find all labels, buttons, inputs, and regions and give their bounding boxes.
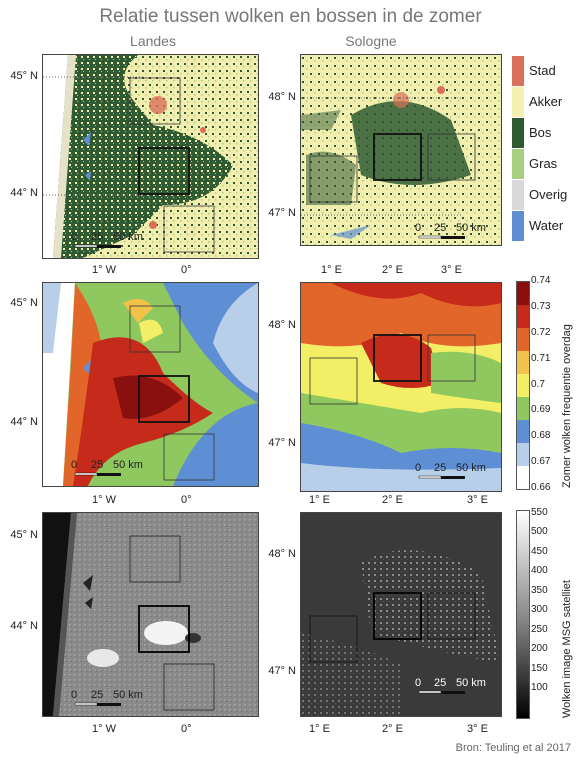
cloud-frequency-tick: 0.7: [531, 378, 545, 390]
satellite-tick: 250: [531, 623, 548, 635]
map-sologne-cloud-frequency: 0 25 50 km: [300, 282, 502, 492]
cloud-frequency-colorbar-label: Zomer wolken frequentie overdag: [561, 324, 573, 488]
cloud-frequency-tick: 0.66: [531, 482, 551, 493]
lon-label-3e: 3° E: [467, 723, 488, 735]
lon-label-1w: 1° W: [92, 494, 116, 506]
scalebar-25: 25: [91, 689, 104, 701]
scalebar-50: 50 km: [456, 462, 486, 474]
scalebar-25: 25: [91, 459, 104, 471]
lon-label-0: 0°: [181, 264, 192, 276]
lon-label-1e: 1° E: [309, 494, 330, 506]
cloud-frequency-tick: 0.71: [531, 352, 551, 364]
legend-swatch-overig: [512, 180, 524, 210]
lon-label-2e: 2° E: [382, 723, 403, 735]
satellite-tick: 500: [531, 526, 548, 538]
legend-swatch-gras: [512, 149, 524, 179]
cloud-frequency-tick: 0.69: [531, 404, 551, 416]
scalebar-25: 25: [434, 462, 447, 474]
legend-label-water: Water: [529, 218, 564, 233]
scalebar-50: 50 km: [113, 231, 143, 243]
scalebar-25: 25: [91, 231, 104, 243]
cloud-frequency-tick: 0.72: [531, 326, 551, 338]
scalebar-zero: 0: [415, 222, 422, 234]
scalebar-50: 50 km: [113, 689, 143, 701]
satellite-tick: 300: [531, 604, 548, 616]
lat-label-45n: 45° N: [10, 529, 38, 541]
map-landes-satellite: 0 25 50 km: [42, 512, 259, 717]
satellite-colorbar: [516, 510, 530, 719]
satellite-tick: 350: [531, 584, 548, 596]
lat-label-48n: 48° N: [268, 548, 296, 560]
column-title-landes: Landes: [130, 33, 176, 49]
satellite-colorbar-label: Wolken image MSG satelliet: [561, 580, 573, 718]
satellite-tick: 400: [531, 565, 548, 577]
cloud-frequency-tick: 0.74: [531, 275, 551, 286]
cloud-frequency-tick: 0.68: [531, 430, 551, 442]
lon-label-3e: 3° E: [441, 264, 462, 276]
lat-label-47n: 47° N: [268, 207, 296, 219]
scalebar-50: 50 km: [456, 222, 486, 234]
lon-label-0: 0°: [181, 723, 192, 735]
page-title: Relatie tussen wolken en bossen in de zo…: [99, 6, 482, 27]
lat-label-45n: 45° N: [10, 70, 38, 82]
lat-label-45n: 45° N: [10, 297, 38, 309]
scalebar-zero: 0: [415, 677, 422, 689]
cloud-frequency-tick: 0.67: [531, 456, 551, 468]
scalebar-25: 25: [434, 677, 447, 689]
source-credit: Bron: Teuling et al 2017: [455, 742, 571, 754]
map-landes-cloud-frequency: 0 25 50 km: [42, 282, 259, 487]
lat-label-47n: 47° N: [268, 437, 296, 449]
lon-label-1e: 1° E: [309, 723, 330, 735]
legend-label-overig: Overig: [529, 187, 568, 202]
satellite-tick: 100: [531, 682, 548, 693]
lon-label-2e: 2° E: [382, 264, 403, 276]
legend-label-gras: Gras: [529, 156, 558, 171]
satellite-tick: 450: [531, 545, 548, 557]
lon-label-3e: 3° E: [467, 494, 488, 506]
scalebar-50: 50 km: [113, 459, 143, 471]
satellite-tick: 550: [531, 507, 548, 518]
map-sologne-satellite: 0 25 50 km: [300, 512, 502, 717]
legend-label-akker: Akker: [529, 94, 563, 109]
lon-label-0: 0°: [181, 494, 192, 506]
scalebar-50: 50 km: [456, 677, 486, 689]
scalebar-zero: 0: [71, 689, 78, 701]
lat-label-48n: 48° N: [268, 91, 296, 103]
satellite-tick: 200: [531, 643, 548, 655]
scalebar-zero: 0: [415, 462, 422, 474]
legend-swatch-bos: [512, 118, 524, 148]
legend-label-bos: Bos: [529, 125, 552, 140]
lat-label-44n: 44° N: [10, 620, 38, 632]
scalebar-25: 25: [434, 222, 447, 234]
map-landes-landcover: 0 25 50 km: [42, 54, 259, 259]
column-title-sologne: Sologne: [345, 33, 397, 49]
lon-label-1w: 1° W: [92, 723, 116, 735]
lon-label-2e: 2° E: [382, 494, 403, 506]
legend-swatch-water: [512, 211, 524, 241]
scalebar-zero: 0: [71, 231, 78, 243]
lat-label-44n: 44° N: [10, 416, 38, 428]
cloud-frequency-tick: 0.73: [531, 300, 551, 312]
legend-label-stad: Stad: [529, 63, 556, 78]
lat-label-47n: 47° N: [268, 665, 296, 677]
satellite-tick: 150: [531, 662, 548, 674]
lon-label-1e: 1° E: [321, 264, 342, 276]
legend-swatch-stad: [512, 56, 524, 86]
cloud-frequency-colorbar: [516, 281, 530, 490]
lat-label-44n: 44° N: [10, 187, 38, 199]
legend-swatch-akker: [512, 87, 524, 117]
lon-label-1w: 1° W: [92, 264, 116, 276]
scalebar-zero: 0: [71, 459, 78, 471]
map-sologne-landcover: 0 25 50 km: [300, 54, 502, 246]
lat-label-48n: 48° N: [268, 319, 296, 331]
